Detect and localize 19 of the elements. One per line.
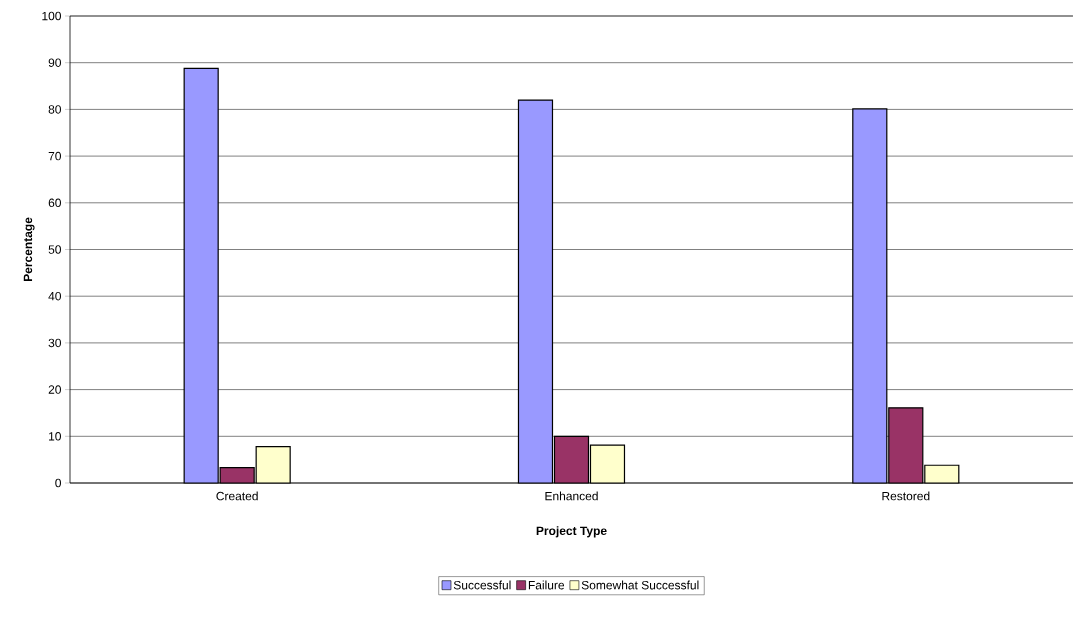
- legend-label: Successful: [453, 580, 511, 590]
- x-tick-label: Restored: [882, 491, 930, 501]
- y-tick-label: 80: [48, 105, 61, 114]
- y-tick-label: 60: [48, 198, 61, 208]
- y-tick-label: 40: [48, 291, 61, 301]
- y-tick-label: 0: [55, 478, 61, 488]
- y-tick-label: 90: [48, 58, 61, 67]
- y-tick-label: 10: [49, 432, 61, 441]
- y-axis-title: Percentage: [23, 217, 35, 282]
- y-tick-label: 30: [48, 338, 61, 348]
- x-tick-label: Enhanced: [545, 491, 598, 501]
- legend-label: Somewhat Successful: [581, 580, 699, 590]
- legend-label: Failure: [528, 580, 565, 590]
- x-tick-label: Created: [216, 491, 258, 501]
- y-tick-label: 70: [48, 151, 61, 161]
- y-tick-label: 100: [42, 11, 61, 21]
- y-tick-label: 20: [48, 385, 61, 394]
- x-axis-title: Project Type: [536, 526, 607, 538]
- y-tick-label: 50: [48, 245, 61, 254]
